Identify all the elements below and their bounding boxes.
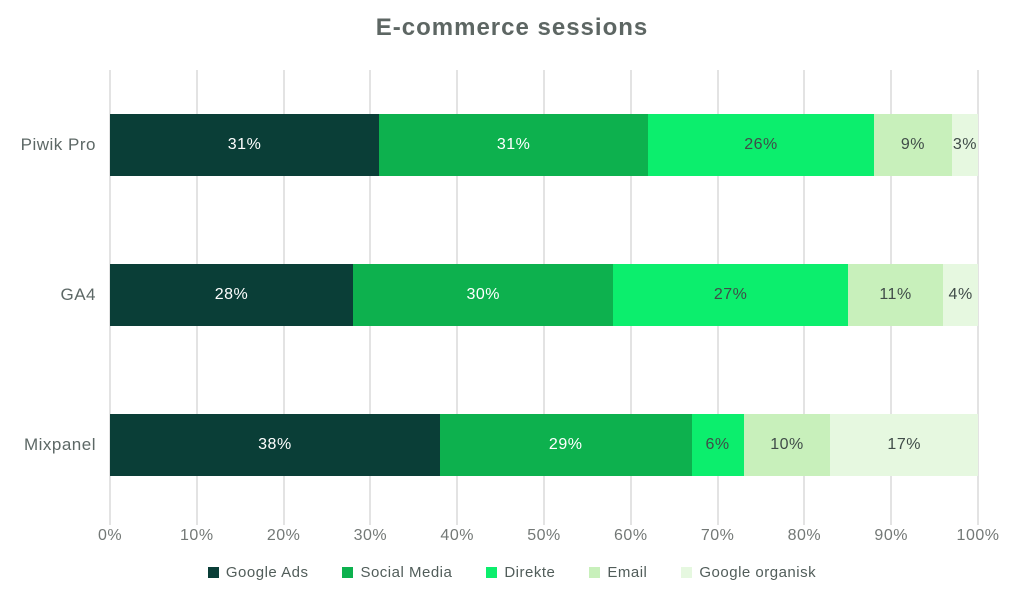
legend-item-label: Google organisk [699, 564, 817, 581]
bar-segment-value: 29% [548, 436, 583, 453]
bar-segment: 6% [691, 414, 744, 476]
category-label: Mixpanel [23, 435, 96, 454]
bar-segment-value: 3% [952, 135, 978, 153]
legend-item-label: Email [607, 564, 648, 581]
bar-segment: 31% [379, 113, 649, 176]
category-label: Piwik Pro [20, 134, 96, 154]
bar-segment: 17% [830, 414, 978, 476]
bar-segment: 38% [110, 414, 440, 476]
legend-item: Google organisk [681, 564, 816, 581]
legend-item-label: Google Ads [225, 564, 309, 581]
legend-item-label: Social Media [360, 564, 453, 581]
x-axis-tick-label: 60% [614, 527, 648, 544]
x-axis-tick-label: 40% [440, 527, 474, 544]
plot-area: 31% 31% 26% 9% 3% Piwik Pro 28% 30% 27% 11% 4% GA4 3… [21, 70, 979, 525]
bar-segment-value: 17% [887, 436, 921, 453]
legend-swatch [486, 567, 498, 578]
legend: Google Ads Social Media Direkte Email Google… [0, 564, 1024, 581]
x-axis-tick-label: 50% [527, 527, 561, 544]
bar-segment: 27% [613, 264, 848, 326]
bar-segment: 4% [943, 264, 978, 326]
bar-row: 38% 29% 6% 10% 17% [110, 414, 978, 476]
bar-segment-value: 4% [948, 286, 973, 303]
legend-swatch [207, 567, 219, 578]
bar-segment: 30% [353, 264, 614, 326]
x-axis-tick-label: 20% [266, 527, 301, 544]
bar-row: 31% 31% 26% 9% 3% [110, 113, 978, 176]
bar-segment-value: 10% [770, 436, 804, 453]
legend-swatch [589, 567, 601, 578]
bar-segment-value: 31% [227, 135, 262, 153]
bar-segment-value: 26% [744, 135, 778, 153]
category-label: GA4 [60, 285, 96, 304]
legend-item: Direkte [486, 564, 555, 581]
bar-segment: 9% [873, 113, 952, 176]
bar-segment: 29% [439, 414, 692, 476]
bar-segment-value: 31% [496, 135, 531, 153]
bar-segment-value: 27% [713, 286, 748, 303]
legend-item: Social Media [342, 564, 452, 581]
legend-item-label: Direkte [504, 564, 556, 581]
x-axis-tick-label: 0% [97, 527, 123, 544]
x-axis-tick-label: 100% [956, 527, 1000, 544]
gridline [977, 70, 979, 525]
x-axis-tick-label: 30% [353, 527, 388, 544]
bar-segment: 10% [743, 414, 831, 476]
x-axis-tick-label: 90% [874, 527, 908, 544]
bar-segment: 28% [110, 264, 354, 326]
bar-segment: 11% [847, 264, 944, 326]
legend-item: Email [589, 564, 647, 581]
bar-segment: 3% [951, 113, 978, 176]
bar-segment: 31% [110, 113, 380, 176]
chart-title: E-commerce sessions [375, 14, 649, 41]
bar-segment-value: 11% [879, 286, 912, 303]
bar-segment: 26% [648, 113, 874, 176]
bar-row: 28% 30% 27% 11% 4% [110, 264, 978, 326]
bar-segment-value: 30% [466, 286, 500, 303]
bar-segment-value: 38% [258, 436, 292, 453]
legend-swatch [342, 567, 354, 578]
bar-segment-value: 9% [900, 135, 925, 153]
x-axis-tick-label: 80% [787, 527, 822, 544]
bar-segment-value: 6% [705, 436, 730, 453]
bar-segment-value: 28% [214, 286, 249, 303]
x-axis-tick-label: 70% [700, 527, 735, 544]
legend-item: Google Ads [207, 564, 309, 581]
x-axis: 0% 10% 20% 30% 40% 50% 60% 70% 80% 90% 100% [98, 527, 999, 549]
x-axis-tick-label: 10% [180, 527, 214, 544]
legend-swatch [681, 567, 693, 578]
